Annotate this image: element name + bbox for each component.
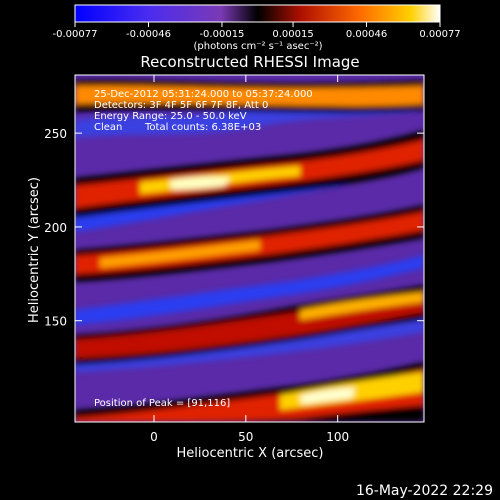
- colorbar-ticks: -0.00077 -0.00046 -0.00015 0.00015 0.00046 0.…: [53, 22, 461, 40]
- bright-core: [300, 388, 355, 404]
- annotation-peak-position: Position of Peak = [91,116]: [94, 398, 230, 409]
- annotation-time-range: 25-Dec-2012 05:31:24.000 to 05:37:24.000: [94, 89, 313, 100]
- annotation-detectors: Detectors: 3F 4F 5F 6F 7F 8F, Att 0: [94, 100, 268, 111]
- footer-timestamp: 16-May-2022 22:29: [356, 483, 493, 499]
- colorbar-tick-label: -0.00046: [126, 29, 171, 40]
- colorbar-tick-label: -0.00077: [53, 29, 98, 40]
- colorbar-gradient: [74, 4, 441, 23]
- y-axis-ticks: 150 200 250: [44, 127, 424, 329]
- bright-band: [75, 370, 424, 422]
- bright-core: [300, 292, 424, 320]
- x-tick-label: 100: [326, 430, 349, 444]
- x-tick-label: 50: [238, 430, 253, 444]
- annotation-method: Clean: [94, 122, 122, 133]
- colorbar-tick-label: 0.00046: [346, 29, 387, 40]
- colorbar: -0.00077 -0.00046 -0.00015 0.00015 0.00046 0.…: [53, 4, 461, 52]
- y-tick-label: 200: [44, 221, 67, 235]
- heatmap-image: [75, 75, 424, 422]
- plot-frame: [74, 74, 425, 423]
- bright-core: [100, 240, 260, 268]
- colorbar-tick-label: 0.00077: [419, 29, 460, 40]
- colorbar-tick-label: -0.00015: [199, 29, 244, 40]
- colorbar-tick-label: 0.00015: [272, 29, 313, 40]
- x-axis-label: Heliocentric X (arcsec): [177, 446, 324, 461]
- bright-core: [170, 176, 230, 190]
- x-axis-ticks: 0 50 100: [150, 75, 349, 444]
- y-tick-label: 150: [44, 315, 67, 329]
- y-tick-label: 250: [44, 127, 67, 141]
- x-tick-label: 0: [150, 430, 158, 444]
- chart-title: Reconstructed RHESSI Image: [140, 53, 359, 71]
- annotation-total-counts: Total counts: 6.38E+03: [144, 122, 261, 133]
- annotation-block: 25-Dec-2012 05:31:24.000 to 05:37:24.000…: [94, 89, 313, 409]
- bright-band: [75, 85, 424, 106]
- blue-dip-band: [75, 255, 424, 325]
- colorbar-unit-label: (photons cm⁻² s⁻¹ asec⁻²): [193, 41, 322, 52]
- y-axis-label: Heliocentric Y (arcsec): [27, 177, 42, 323]
- annotation-energy: Energy Range: 25.0 - 50.0 keV: [94, 111, 247, 122]
